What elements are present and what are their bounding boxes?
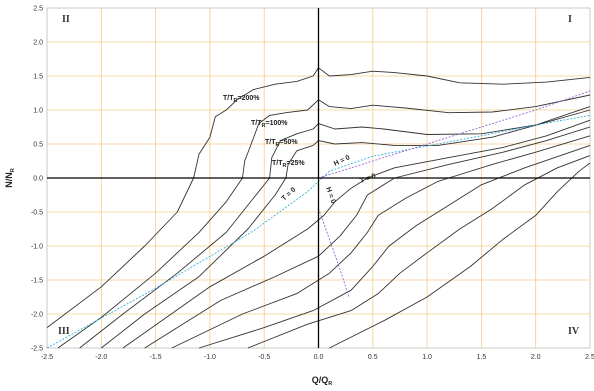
series-line xyxy=(171,135,591,349)
annotation-h0-lower: H = 0 xyxy=(324,186,336,204)
y-axis-title: N/NR xyxy=(4,168,16,188)
series-line xyxy=(57,94,591,349)
y-tick-label: -0.5 xyxy=(31,210,43,217)
annotation-h0-upper: H = 0 xyxy=(333,154,351,168)
annotation-t100: T/TR=100% xyxy=(251,120,288,129)
series-group xyxy=(46,67,591,349)
y-tick-label: -2.0 xyxy=(31,312,43,319)
x-tick-label: 1.5 xyxy=(477,354,487,361)
x-tick-label: 1.0 xyxy=(422,354,432,361)
x-tick-label: -2.0 xyxy=(95,354,107,361)
x-tick-label: -0.5 xyxy=(258,354,270,361)
x-tick-label: 0.0 xyxy=(314,354,324,361)
quadrant-label-ii: II xyxy=(62,14,70,25)
series-line xyxy=(46,114,591,349)
y-tick-label: -1.0 xyxy=(31,244,43,251)
x-axis-title: Q/QR xyxy=(312,375,333,387)
x-tick-label: 0.5 xyxy=(368,354,378,361)
series-line xyxy=(79,106,591,349)
y-tick-label: 0.0 xyxy=(33,176,43,183)
y-tick-label: -1.5 xyxy=(31,278,43,285)
x-tick-label: -2.5 xyxy=(41,354,53,361)
series-line xyxy=(318,90,591,179)
x-tick-label: -1.5 xyxy=(150,354,162,361)
quadrant-label-iv: IV xyxy=(568,326,580,337)
y-tick-label: 1.0 xyxy=(33,108,43,115)
y-tick-label: -2.5 xyxy=(31,346,43,353)
series-line xyxy=(247,155,591,349)
annotation-t50: T/TR=50% xyxy=(265,139,298,148)
y-tick-label: 1.5 xyxy=(33,74,43,81)
annotation-t25: T/TR=25% xyxy=(272,160,305,169)
axes xyxy=(47,8,590,348)
annotation-t200: T/TR=200% xyxy=(223,95,260,104)
x-tick-label: 2.0 xyxy=(531,354,541,361)
y-tick-label: 0.5 xyxy=(33,142,43,149)
annotation-t0-left: T = 0 xyxy=(281,186,298,202)
y-tick-label: 2.0 xyxy=(33,40,43,47)
series-line xyxy=(122,119,591,349)
quadrant-label-iii: III xyxy=(58,326,70,337)
x-tick-label: 2.5 xyxy=(585,354,594,361)
series-line xyxy=(144,126,591,349)
series-line xyxy=(198,144,591,349)
series-line xyxy=(329,162,591,349)
series-line xyxy=(318,208,350,298)
y-tick-label: 2.5 xyxy=(33,6,43,13)
x-tick-label: -1.0 xyxy=(204,354,216,361)
tick-labels: -2.5 -2.0 -1.5 -1.0 -0.5 0.0 0.5 1.0 1.5 2.0 2.5 2.… xyxy=(31,6,594,362)
series-line xyxy=(46,67,591,328)
quadrant-label-i: I xyxy=(568,14,572,25)
annotation-t0-right: T = 0 xyxy=(359,173,377,185)
series-line xyxy=(101,109,591,349)
